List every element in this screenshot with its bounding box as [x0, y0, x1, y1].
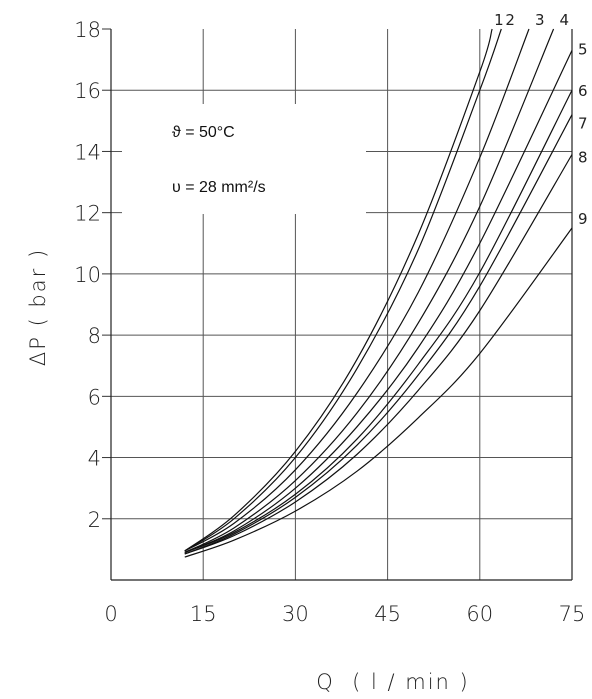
series-line-2 — [184, 28, 502, 552]
series-lines — [184, 28, 573, 558]
y-axis-title: ΔP ( bar ) — [26, 248, 50, 366]
series-line-3 — [184, 28, 530, 552]
series-label-4: 4 — [560, 11, 570, 29]
curve-labels: 1 2 3 45 6 7 8 9 — [494, 11, 587, 228]
x-tick-label: 0 — [104, 602, 117, 626]
series-line-9 — [184, 227, 573, 558]
x-tick-label: 75 — [559, 602, 586, 626]
x-tick-label: 60 — [466, 602, 493, 626]
series-line-1 — [184, 28, 493, 552]
x-axis-title: Q ( l / min ) — [316, 670, 469, 694]
series-label-2: 2 — [505, 11, 515, 29]
y-tick-label: 18 — [74, 18, 101, 42]
series-label-1: 1 — [494, 11, 504, 29]
annotation-box — [122, 104, 366, 214]
y-tick-label: 6 — [88, 385, 101, 409]
series-label-6: 6 — [578, 82, 588, 100]
x-tick-label: 15 — [190, 602, 217, 626]
annotation-viscosity: υ = 28 mm²/s — [172, 179, 266, 196]
series-line-4 — [184, 28, 555, 553]
y-tick-label: 8 — [88, 324, 101, 348]
series-line-5 — [184, 50, 573, 554]
y-tick-label: 12 — [74, 202, 101, 226]
y-tick-label: 4 — [88, 447, 101, 471]
series-label-7: 7 — [578, 115, 588, 133]
series-label-5: 5 — [578, 40, 588, 58]
y-tick-label: 10 — [74, 263, 101, 287]
series-label-3: 3 — [535, 11, 545, 29]
x-tick-label: 45 — [374, 602, 401, 626]
series-label-8: 8 — [578, 149, 588, 167]
y-tick-label: 14 — [74, 140, 101, 164]
series-label-9: 9 — [578, 210, 588, 228]
series-line-8 — [184, 154, 573, 555]
y-tick-label: 2 — [88, 508, 101, 532]
x-tick-label: 30 — [282, 602, 309, 626]
series-line-7 — [184, 114, 573, 555]
annotation-temperature: ϑ = 50°C — [172, 124, 235, 141]
y-tick-label: 16 — [74, 79, 101, 103]
series-line-6 — [184, 89, 573, 554]
